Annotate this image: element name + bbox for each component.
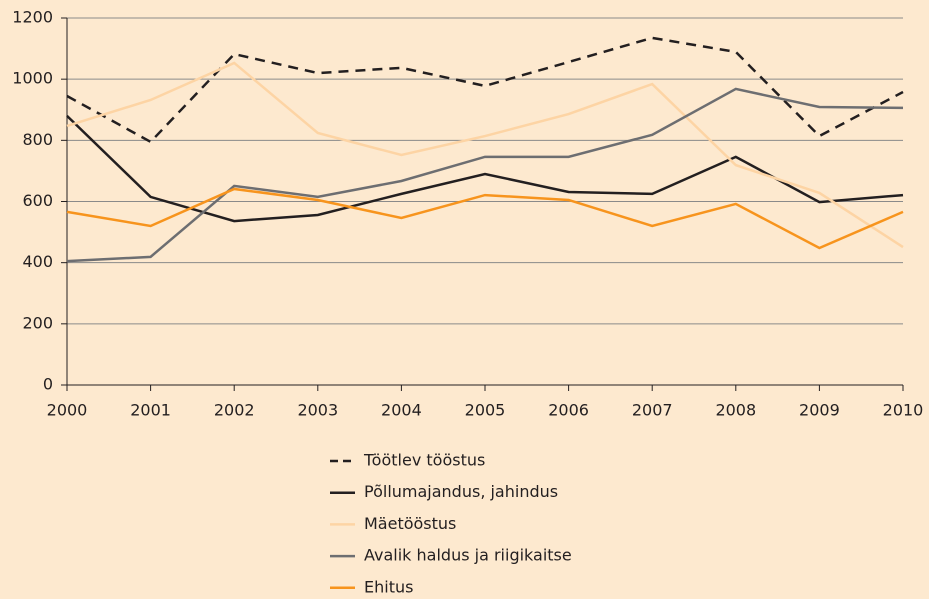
series-line (66, 114, 904, 223)
legend-label: Ehitus (364, 577, 413, 596)
legend-label: Mäetööstus (364, 514, 456, 533)
x-tick-label: 2000 (47, 401, 88, 420)
x-tick-label: 2005 (465, 401, 506, 420)
series-line (66, 61, 904, 249)
x-tick-label: 2009 (799, 401, 840, 420)
series-line (66, 187, 904, 250)
legend-label: Põllumajandus, jahindus (364, 482, 558, 501)
legend-label: Avalik haldus ja riigikaitse (364, 546, 572, 565)
y-tick-label: 0 (43, 375, 53, 394)
y-tick-label: 200 (22, 313, 53, 332)
series-line (66, 36, 904, 144)
y-tick-label: 1000 (12, 69, 53, 88)
y-tick-label: 1200 (12, 8, 53, 27)
series-line (66, 87, 904, 263)
x-tick-label: 2002 (214, 401, 255, 420)
x-tick-label: 2008 (715, 401, 756, 420)
x-tick-label: 2007 (632, 401, 673, 420)
x-tick-label: 2001 (130, 401, 171, 420)
x-tick-label: 2003 (297, 401, 338, 420)
y-tick-label: 400 (22, 252, 53, 271)
x-tick-label: 2006 (548, 401, 589, 420)
y-tick-label: 600 (22, 191, 53, 210)
x-tick-label: 2010 (883, 401, 924, 420)
x-tick-label: 2004 (381, 401, 422, 420)
y-tick-label: 800 (22, 130, 53, 149)
legend-label: Töötlev tööstus (363, 451, 485, 470)
